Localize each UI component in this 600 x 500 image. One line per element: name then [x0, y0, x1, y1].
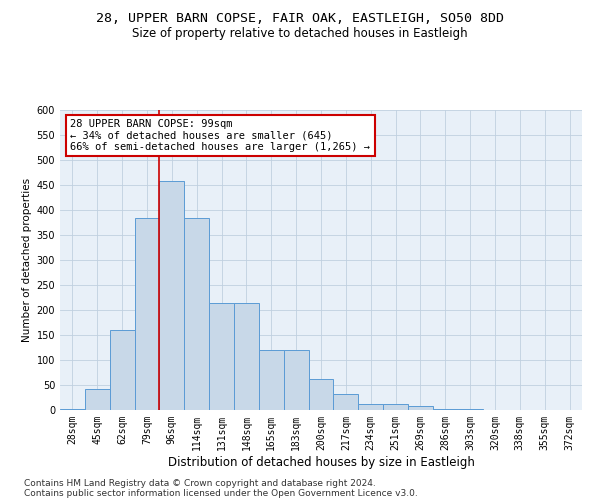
Bar — [234, 302, 259, 410]
Text: Contains public sector information licensed under the Open Government Licence v3: Contains public sector information licen… — [24, 488, 418, 498]
Bar — [60, 408, 85, 410]
Y-axis label: Number of detached properties: Number of detached properties — [22, 178, 32, 342]
Bar — [383, 404, 408, 410]
Bar — [284, 350, 308, 410]
Text: 28 UPPER BARN COPSE: 99sqm
← 34% of detached houses are smaller (645)
66% of sem: 28 UPPER BARN COPSE: 99sqm ← 34% of deta… — [70, 119, 370, 152]
Text: Contains HM Land Registry data © Crown copyright and database right 2024.: Contains HM Land Registry data © Crown c… — [24, 478, 376, 488]
Text: Size of property relative to detached houses in Eastleigh: Size of property relative to detached ho… — [132, 28, 468, 40]
Bar — [85, 388, 110, 410]
Bar — [358, 404, 383, 410]
X-axis label: Distribution of detached houses by size in Eastleigh: Distribution of detached houses by size … — [167, 456, 475, 468]
Bar — [433, 408, 458, 410]
Bar — [110, 330, 134, 410]
Bar — [209, 302, 234, 410]
Bar — [160, 181, 184, 410]
Bar — [334, 394, 358, 410]
Bar — [308, 378, 334, 410]
Bar — [458, 408, 482, 410]
Bar — [134, 218, 160, 410]
Bar — [259, 350, 284, 410]
Bar — [408, 406, 433, 410]
Text: 28, UPPER BARN COPSE, FAIR OAK, EASTLEIGH, SO50 8DD: 28, UPPER BARN COPSE, FAIR OAK, EASTLEIG… — [96, 12, 504, 26]
Bar — [184, 218, 209, 410]
